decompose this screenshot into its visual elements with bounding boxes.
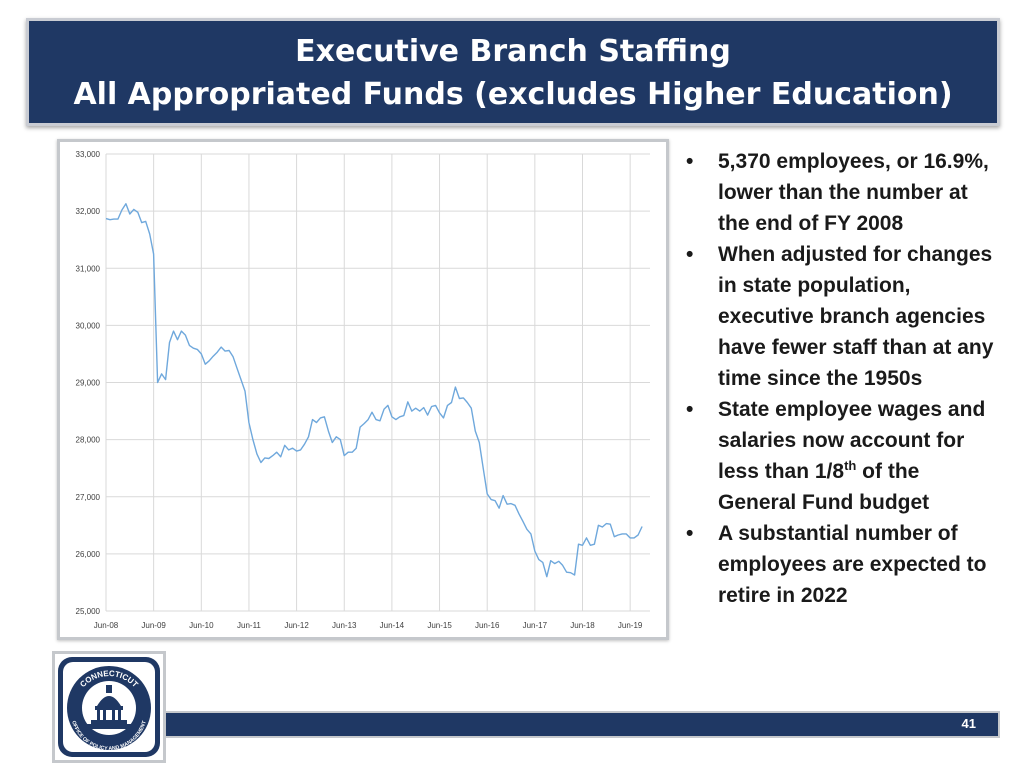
y-tick-label: 29,000 (76, 379, 101, 388)
bullet-dot-icon: • (686, 150, 694, 173)
y-axis-tick-labels: 25,000 26,000 27,000 28,000 29,000 30,000 31,0… (76, 150, 101, 616)
y-tick-label: 26,000 (76, 550, 101, 559)
y-tick-label: 33,000 (76, 150, 101, 159)
chart-frame: 25,000 26,000 27,000 28,000 29,000 30,000 31,0… (57, 139, 669, 640)
x-tick-label: Jun-18 (570, 621, 595, 630)
x-tick-label: Jun-08 (94, 621, 119, 630)
page-number: 41 (961, 716, 976, 731)
y-tick-label: 31,000 (76, 264, 101, 273)
x-tick-label: Jun-11 (237, 621, 261, 630)
x-tick-label: Jun-12 (284, 621, 309, 630)
key-points-list: • 5,370 employees, or 16.9%, lower than t… (686, 146, 996, 611)
bullet-dot-icon: • (686, 522, 694, 545)
bullet-superscript: th (844, 458, 857, 473)
bullet-text: 5,370 employees, or 16.9%, lower than th… (718, 150, 989, 235)
y-tick-label: 28,000 (76, 436, 101, 445)
bullet-text-pre: State employee wages and salaries now ac… (718, 398, 986, 483)
bullet-dot-icon: • (686, 398, 694, 421)
staffing-line-chart: 25,000 26,000 27,000 28,000 29,000 30,000 31,0… (76, 150, 650, 630)
bullet-item: • A substantial number of employees are e… (686, 518, 996, 611)
capitol-dome-seal-icon: CONNECTICUT OFFICE OF POLICY AND MANAGEM… (58, 657, 160, 757)
x-tick-label: Jun-09 (141, 621, 166, 630)
footer-bar: 41 (110, 711, 1000, 738)
chart-gridlines (105, 153, 650, 612)
bullet-text: A substantial number of employees are ex… (718, 522, 987, 607)
x-tick-label: Jun-14 (380, 621, 405, 630)
bullet-dot-icon: • (686, 243, 694, 266)
series-line (105, 203, 643, 578)
x-tick-label: Jun-13 (332, 621, 357, 630)
x-tick-label: Jun-19 (618, 621, 643, 630)
x-tick-label: Jun-17 (523, 621, 548, 630)
slide-title-band: Executive Branch Staffing All Appropriat… (26, 18, 1000, 126)
x-tick-label: Jun-16 (475, 621, 500, 630)
bullet-item: • State employee wages and salaries now a… (686, 394, 996, 518)
y-tick-label: 27,000 (76, 493, 101, 502)
opm-logo: CONNECTICUT OFFICE OF POLICY AND MANAGEM… (52, 651, 166, 763)
bullet-item: • When adjusted for changes in state popu… (686, 239, 996, 394)
x-tick-label: Jun-15 (427, 621, 452, 630)
chart-series-layer (105, 203, 643, 578)
y-tick-label: 25,000 (76, 607, 101, 616)
y-tick-label: 32,000 (76, 207, 101, 216)
bullet-text-post: of the General Fund budget (718, 460, 930, 514)
x-axis-tick-labels: Jun-08 Jun-09 Jun-10 Jun-11 Jun-12 Jun-13 Jun-… (94, 621, 643, 630)
slide-subtitle: All Appropriated Funds (excludes Higher … (73, 77, 953, 112)
bullet-text: When adjusted for changes in state popul… (718, 243, 994, 390)
bullet-item: • 5,370 employees, or 16.9%, lower than t… (686, 146, 996, 239)
y-tick-label: 30,000 (76, 321, 101, 330)
slide-title: Executive Branch Staffing (295, 34, 731, 69)
x-tick-label: Jun-10 (189, 621, 214, 630)
